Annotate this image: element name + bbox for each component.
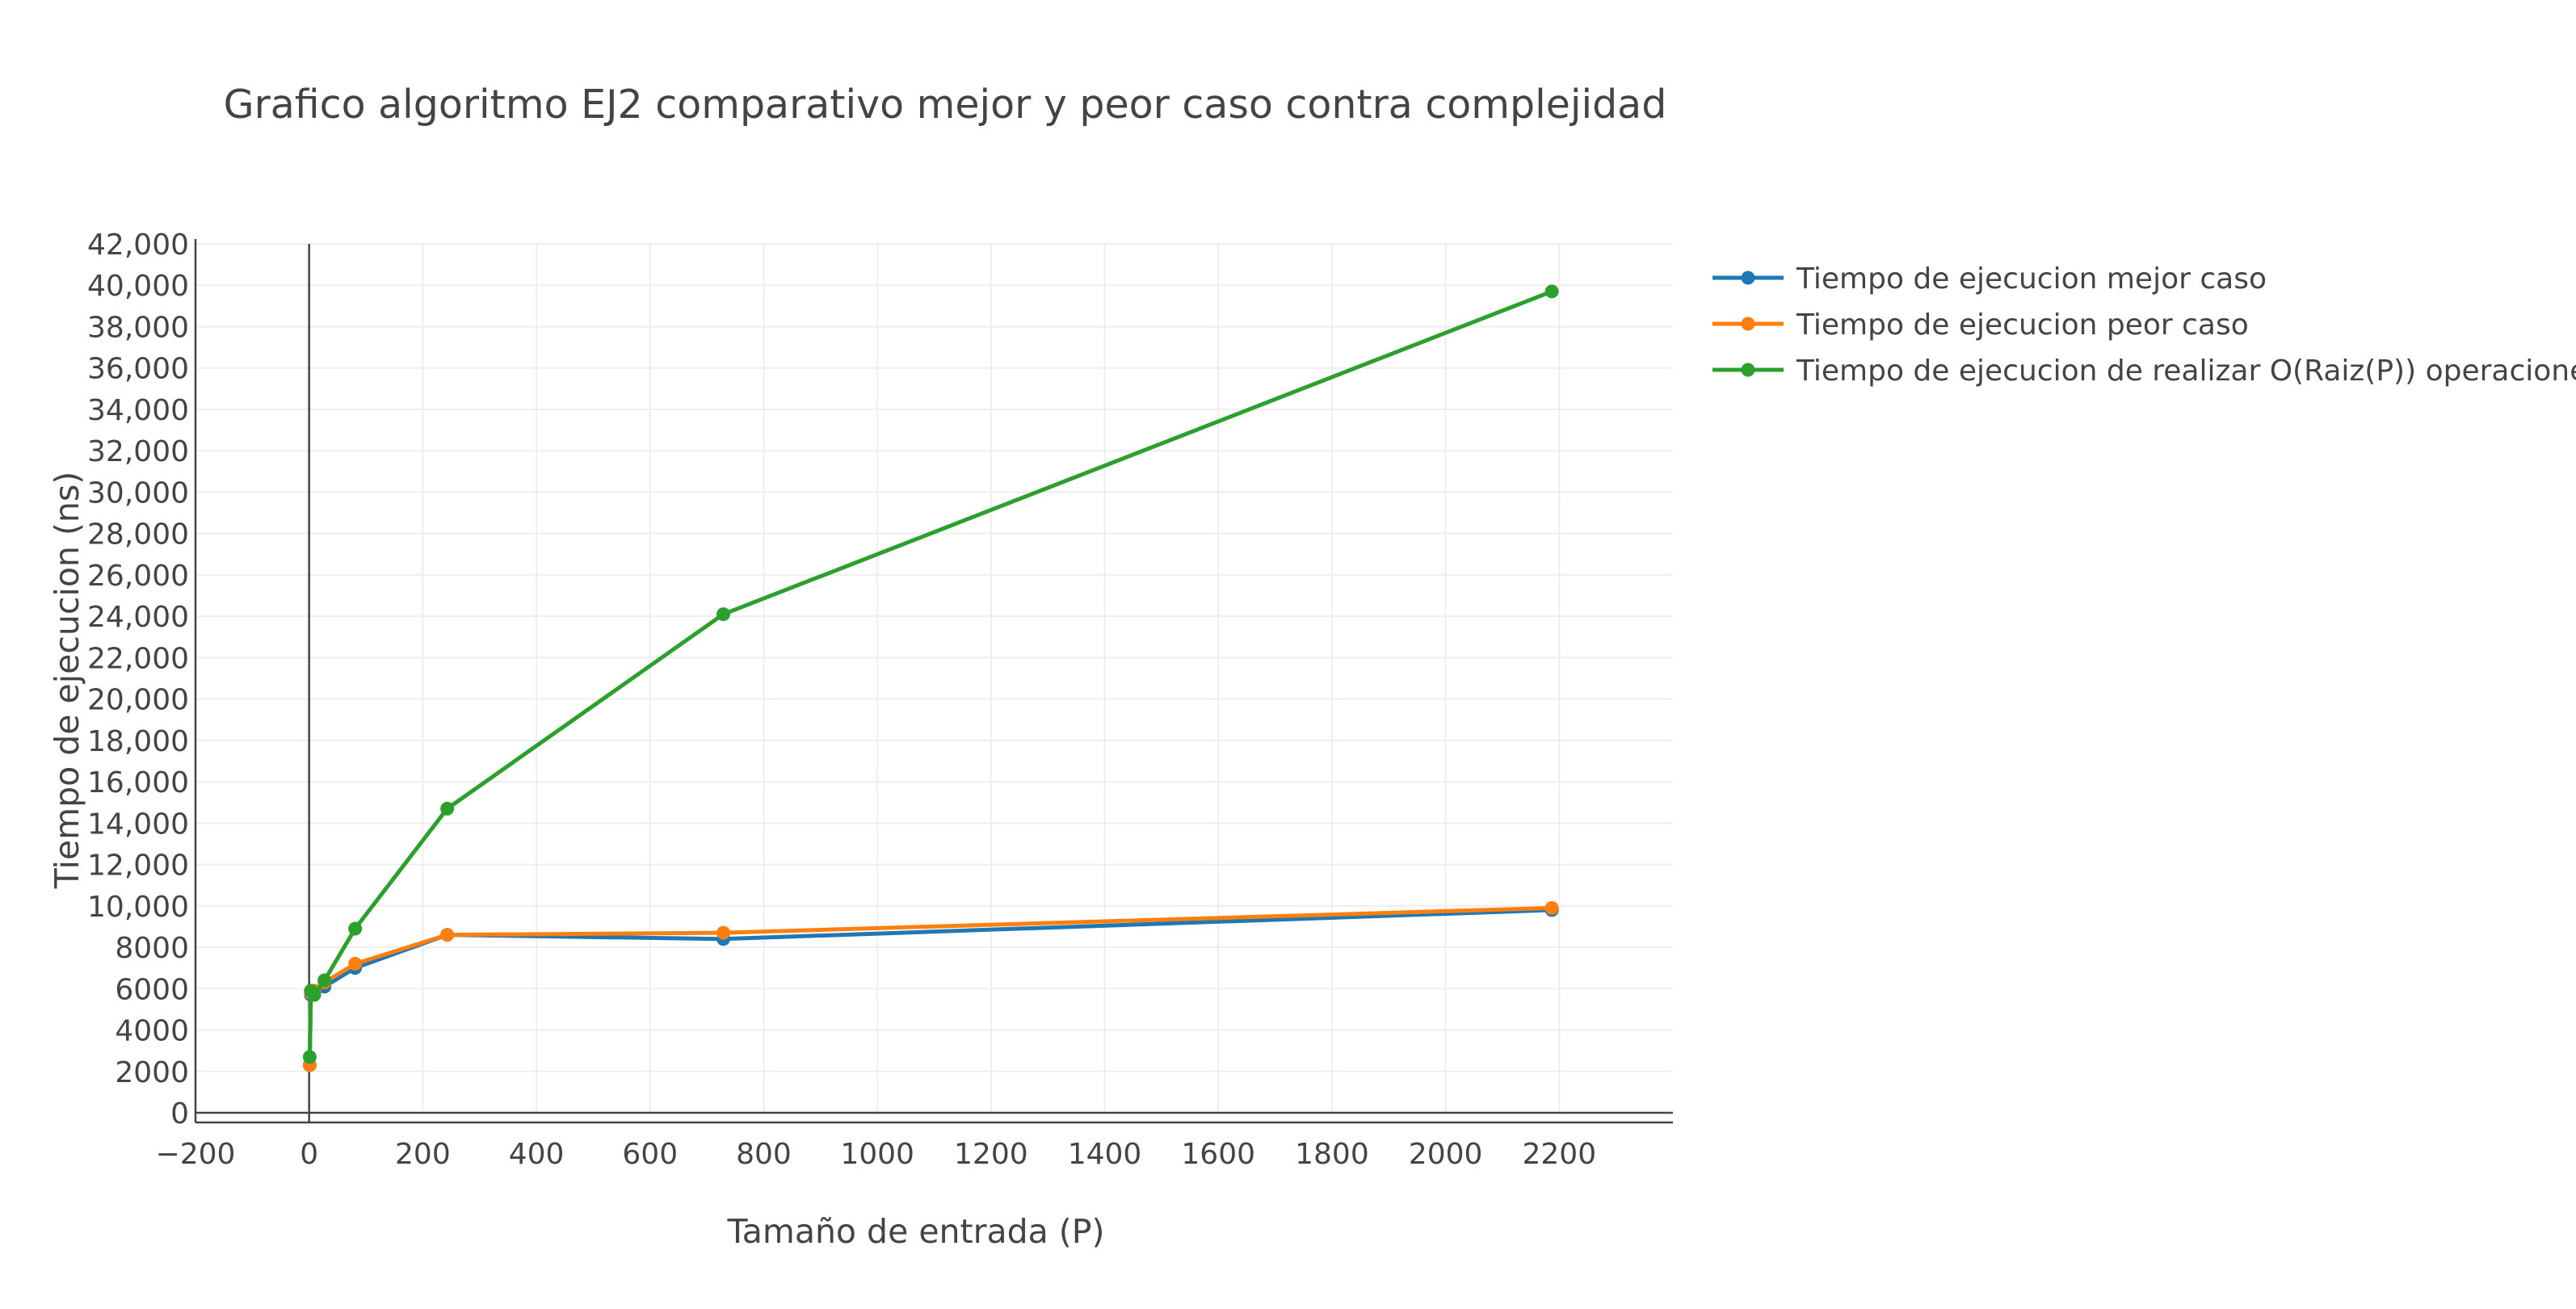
x-tick-label: 800 xyxy=(736,1138,792,1171)
y-tick-label: 36,000 xyxy=(87,353,189,386)
series-line xyxy=(307,289,1554,1059)
y-tick-label: 20,000 xyxy=(87,684,189,717)
y-axis-title: Tiempo de ejecucion (ns) xyxy=(48,472,86,890)
x-tick-label: −200 xyxy=(156,1138,236,1171)
data-point xyxy=(307,988,321,1002)
x-tick-label: 200 xyxy=(395,1138,451,1171)
y-tick-label: 30,000 xyxy=(87,476,189,510)
legend-item[interactable]: Tiempo de ejecucion de realizar O(Raiz(P… xyxy=(1712,355,2576,388)
legend-item[interactable]: Tiempo de ejecucion mejor caso xyxy=(1712,262,2267,296)
x-tick-label: 1400 xyxy=(1068,1138,1142,1171)
y-tick-label: 40,000 xyxy=(87,270,189,303)
y-tick-label: 26,000 xyxy=(87,560,189,593)
legend-item[interactable]: Tiempo de ejecucion peor caso xyxy=(1712,308,2249,342)
y-tick-label: 32,000 xyxy=(87,435,189,468)
x-axis-title: Tamaño de entrada (P) xyxy=(727,1212,1105,1251)
x-tick-label: 2200 xyxy=(1522,1138,1596,1171)
y-tick-label: 24,000 xyxy=(87,601,189,634)
y-tick-label: 42,000 xyxy=(87,229,189,262)
legend-label: Tiempo de ejecucion peor caso xyxy=(1796,308,2249,342)
series-2 xyxy=(302,900,1559,1072)
legend[interactable]: Tiempo de ejecucion mejor caso Tiempo de … xyxy=(1712,262,2576,388)
data-point xyxy=(440,928,455,942)
x-tick-label: 0 xyxy=(300,1138,318,1171)
data-point xyxy=(348,921,363,936)
data-series xyxy=(302,284,1559,1072)
legend-label: Tiempo de ejecucion de realizar O(Raiz(P… xyxy=(1796,355,2576,388)
y-tick-label: 14,000 xyxy=(87,808,189,841)
x-tick-label: 400 xyxy=(509,1138,565,1171)
data-point xyxy=(440,801,455,816)
x-tick-label: 1600 xyxy=(1181,1138,1255,1171)
x-tick-label: 1000 xyxy=(840,1138,914,1171)
legend-marker xyxy=(1741,317,1755,331)
series-3 xyxy=(302,284,1559,1064)
axes: 0200040006000800010,00012,00014,00016,00… xyxy=(87,229,1673,1171)
y-tick-label: 4000 xyxy=(115,1015,189,1048)
legend-marker xyxy=(1741,271,1755,285)
data-point xyxy=(716,607,731,622)
y-tick-label: 18,000 xyxy=(87,725,189,758)
y-tick-label: 38,000 xyxy=(87,311,189,344)
chart-title: Grafico algoritmo EJ2 comparativo mejor … xyxy=(224,82,1667,128)
x-tick-label: 1200 xyxy=(954,1138,1028,1171)
y-tick-label: 6000 xyxy=(115,973,189,1006)
y-tick-label: 2000 xyxy=(115,1056,189,1089)
data-point xyxy=(317,973,332,988)
y-tick-label: 22,000 xyxy=(87,642,189,675)
x-tick-label: 600 xyxy=(622,1138,678,1171)
y-tick-label: 28,000 xyxy=(87,518,189,552)
legend-marker xyxy=(1741,363,1755,377)
y-tick-label: 10,000 xyxy=(87,891,189,924)
y-tick-label: 12,000 xyxy=(87,850,189,883)
x-tick-label: 1800 xyxy=(1295,1138,1369,1171)
data-point xyxy=(1544,900,1559,915)
gridlines xyxy=(195,243,1673,1113)
y-tick-label: 16,000 xyxy=(87,766,189,799)
y-tick-label: 8000 xyxy=(115,932,189,965)
y-tick-label: 34,000 xyxy=(87,394,189,427)
data-point xyxy=(1544,284,1559,299)
data-point xyxy=(302,1050,317,1064)
x-tick-label: 2000 xyxy=(1409,1138,1483,1171)
legend-label: Tiempo de ejecucion mejor caso xyxy=(1796,262,2267,296)
data-point xyxy=(348,957,363,971)
data-point xyxy=(716,925,731,940)
y-tick-label: 0 xyxy=(170,1097,189,1131)
